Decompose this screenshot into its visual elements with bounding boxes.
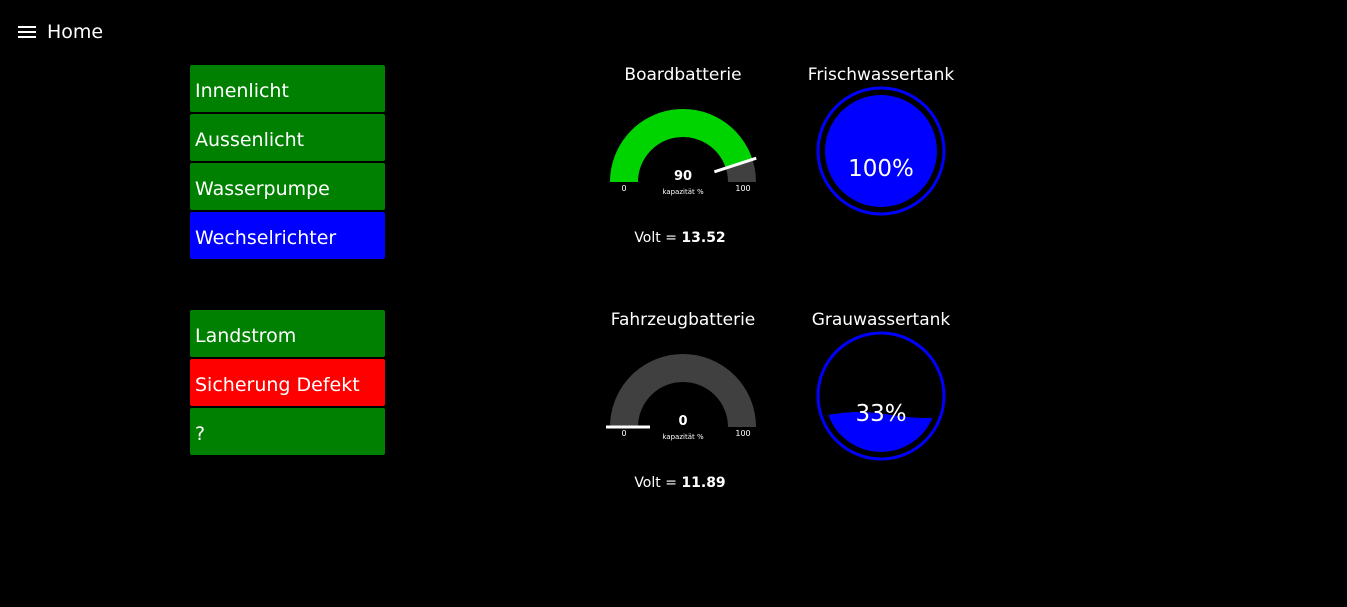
boardbatterie-volt: Volt = 13.52 — [580, 229, 780, 247]
gauge-min-label: 0 — [621, 184, 626, 193]
fahrzeugbatterie-gauge: 0 kapazität % 0 100 — [606, 354, 756, 441]
gauge-unit-label: kapazität % — [662, 188, 704, 196]
gauge-fill — [610, 109, 753, 183]
tank-ring — [816, 86, 946, 216]
page-title: Home — [47, 21, 104, 43]
switch-button-unknown[interactable]: ? — [190, 408, 385, 455]
top-app-bar: Home — [0, 0, 1347, 64]
fahrzeugbatterie-volt: Volt = 11.89 — [580, 474, 780, 492]
switch-group-2: Landstrom Sicherung Defekt? — [190, 310, 385, 457]
gauge-min-label: 0 — [621, 429, 626, 438]
fahrzeugbatterie-title: Fahrzeugbatterie — [610, 310, 756, 330]
volt-label: Volt = — [634, 475, 682, 491]
tank-percent: 100% — [848, 156, 914, 182]
boardbatterie-title: Boardbatterie — [624, 65, 742, 85]
volt-value: 13.52 — [681, 230, 726, 246]
switch-button-sicherung-defekt[interactable]: Sicherung Defekt — [190, 359, 385, 406]
switch-button-aussenlicht[interactable]: Aussenlicht — [190, 114, 385, 161]
switch-button-wasserpumpe[interactable]: Wasserpumpe — [190, 163, 385, 210]
volt-value: 11.89 — [681, 475, 726, 491]
switch-button-landstrom[interactable]: Landstrom — [190, 310, 385, 357]
hamburger-menu-icon[interactable] — [18, 25, 36, 39]
grauwassertank-gauge: 33% — [816, 331, 946, 461]
frischwassertank-gauge: 100% — [816, 86, 946, 216]
frischwassertank-title: Frischwassertank — [807, 65, 955, 85]
volt-label: Volt = — [634, 230, 682, 246]
gauge-value: 90 — [674, 169, 692, 184]
tank-water-level — [825, 95, 937, 207]
gauge-max-label: 100 — [735, 184, 750, 193]
switch-group-1: Innenlicht Aussenlicht Wasserpumpe Wechselr… — [190, 65, 385, 261]
gauge-max-label: 100 — [735, 429, 750, 438]
switch-button-innenlicht[interactable]: Innenlicht — [190, 65, 385, 112]
gauge-needle — [713, 156, 757, 174]
switch-button-wechselrichter[interactable]: Wechselrichter — [190, 212, 385, 259]
tank-percent: 33% — [855, 401, 906, 427]
grauwassertank-title: Grauwassertank — [811, 310, 951, 330]
gauge-value: 0 — [678, 414, 687, 429]
tank-ring — [816, 331, 946, 461]
gauge-track — [610, 354, 756, 428]
boardbatterie-gauge: 90 kapazität % 0 100 — [610, 109, 757, 196]
gauge-unit-label: kapazität % — [662, 433, 704, 441]
